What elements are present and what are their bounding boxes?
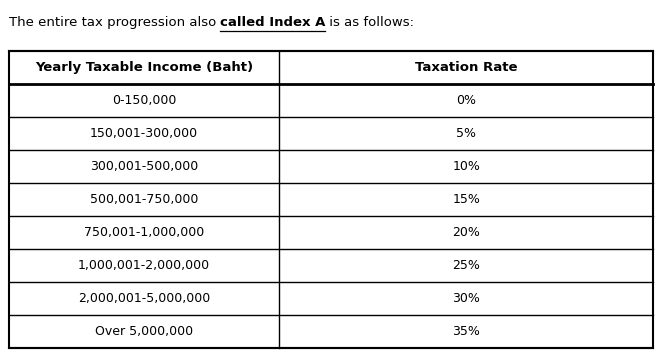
Text: 10%: 10%: [452, 160, 481, 173]
Text: 35%: 35%: [452, 325, 481, 338]
Text: 500,001-750,000: 500,001-750,000: [90, 193, 198, 206]
Text: 150,001-300,000: 150,001-300,000: [90, 127, 198, 140]
Text: 0-150,000: 0-150,000: [112, 94, 176, 107]
Text: 300,001-500,000: 300,001-500,000: [90, 160, 198, 173]
Text: 2,000,001-5,000,000: 2,000,001-5,000,000: [78, 292, 210, 305]
Text: Yearly Taxable Income (Baht): Yearly Taxable Income (Baht): [35, 61, 253, 75]
Text: 0%: 0%: [456, 94, 477, 107]
Text: 20%: 20%: [452, 226, 481, 239]
Text: 25%: 25%: [452, 259, 481, 272]
Text: 1,000,001-2,000,000: 1,000,001-2,000,000: [78, 259, 210, 272]
Text: 5%: 5%: [456, 127, 477, 140]
Text: 15%: 15%: [452, 193, 481, 206]
Text: The entire tax progression also: The entire tax progression also: [9, 16, 220, 29]
Bar: [9, 51, 653, 348]
Text: called Index A: called Index A: [220, 16, 326, 29]
Text: 750,001-1,000,000: 750,001-1,000,000: [84, 226, 204, 239]
Text: is as follows:: is as follows:: [326, 16, 414, 29]
Text: Taxation Rate: Taxation Rate: [415, 61, 518, 75]
Text: Over 5,000,000: Over 5,000,000: [95, 325, 193, 338]
Text: 30%: 30%: [452, 292, 481, 305]
